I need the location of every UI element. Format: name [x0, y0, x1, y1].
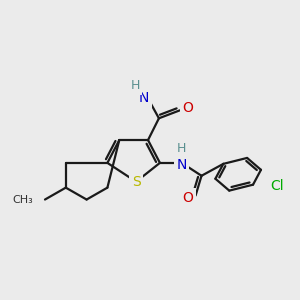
Text: H: H [130, 79, 140, 92]
Text: O: O [182, 101, 193, 116]
Text: N: N [139, 92, 149, 106]
Text: Cl: Cl [270, 179, 284, 193]
Text: O: O [182, 190, 193, 205]
Text: S: S [132, 175, 140, 189]
Text: CH₃: CH₃ [12, 194, 33, 205]
Text: N: N [176, 158, 187, 172]
Text: H: H [177, 142, 186, 154]
